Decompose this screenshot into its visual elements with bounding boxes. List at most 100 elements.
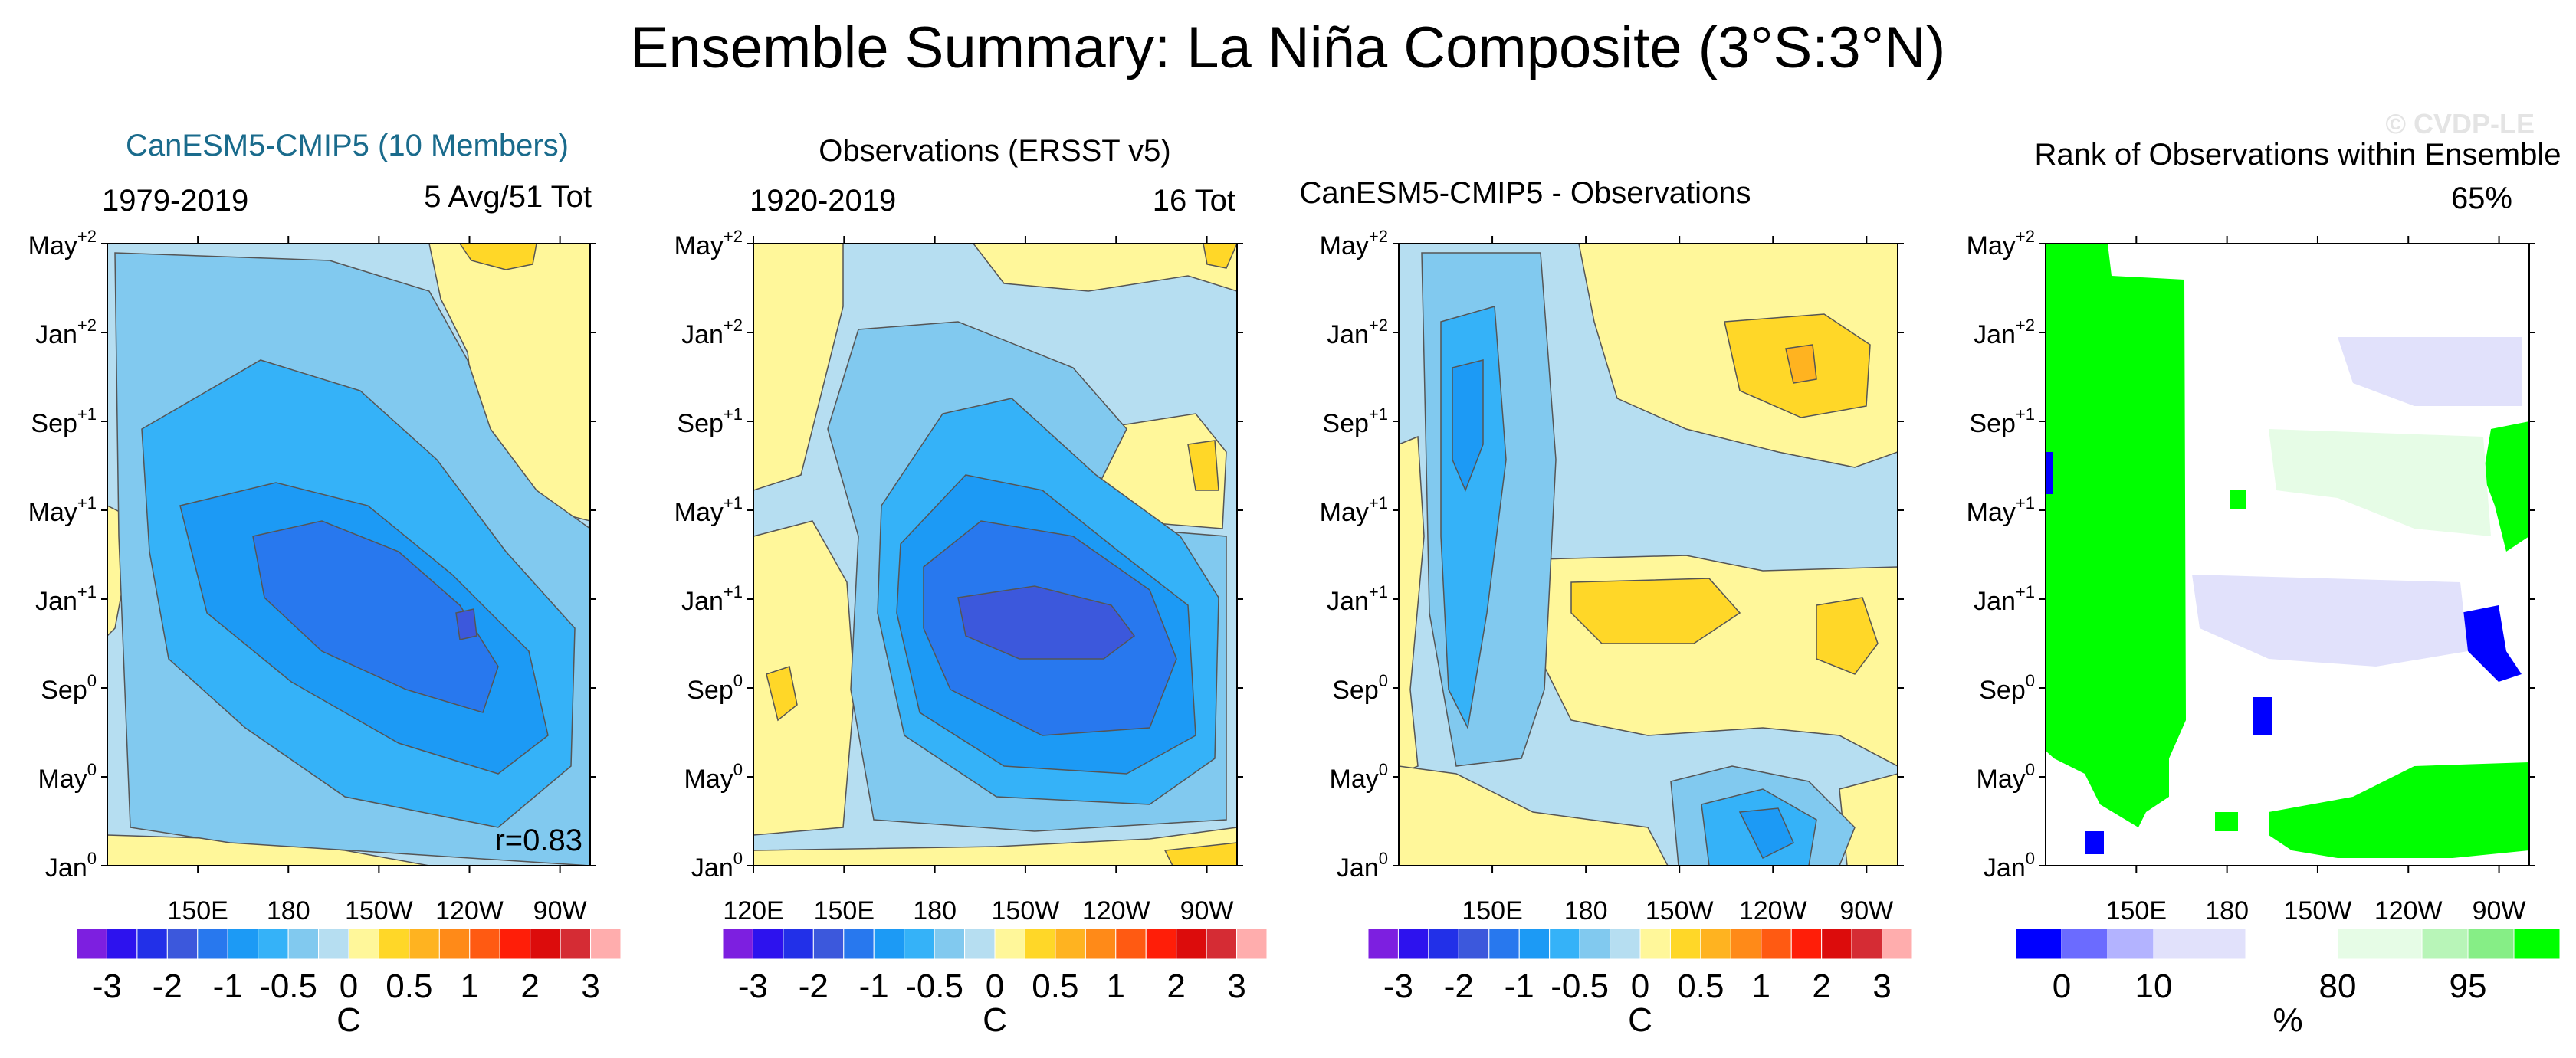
colorbar-swatch [499, 928, 531, 960]
colorbar-swatch [1549, 928, 1580, 960]
x-tick-label: 150W [992, 896, 1060, 925]
x-tick-label: 90W [1180, 896, 1234, 925]
colorbar-swatch [2337, 928, 2423, 960]
colorbar-swatch [1790, 928, 1823, 960]
colorbar-swatch [1639, 928, 1671, 960]
cold-strip-core [1452, 359, 1484, 493]
cold-level-4 [252, 520, 499, 713]
x-tick-label: 180 [2205, 896, 2249, 925]
colorbar-swatch [1610, 928, 1641, 960]
colorbar-swatch [106, 928, 138, 960]
panel-obs-frame [753, 243, 1238, 866]
colorbar-swatch [2421, 928, 2469, 960]
warm-bottom-left [1399, 765, 1669, 866]
x-tick-label: 120W [1739, 896, 1807, 925]
colorbar-label: 2 [1812, 968, 1830, 1005]
colorbar-swatch [2245, 928, 2338, 960]
colorbar-swatch [1115, 928, 1147, 960]
panel-axes: Jan0 May0 Sep0 Jan+1 May+1 Sep+1 Jan+2 May+2 150… [1967, 227, 2535, 925]
panel-obs-map [753, 244, 1237, 866]
colorbar-label: 3 [1227, 968, 1245, 1005]
colorbar-swatch [409, 928, 440, 960]
colorbar-swatch [1761, 928, 1792, 960]
colorbar-swatch [1085, 928, 1117, 960]
warm-mid-core-left [1570, 578, 1741, 644]
x-tick-label: 150E [1462, 896, 1522, 925]
panel-axes: Jan0 May0 Sep0 Jan+1 May+1 Sep+1 Jan+2 May+2 120… [674, 227, 1243, 925]
colorbar-unit: C [1628, 1001, 1652, 1039]
axes-layer: Jan0 May0 Sep0 Jan+1 May+1 Sep+1 Jan+2 May+2 150… [28, 227, 2535, 925]
warm-right-mid-core [1187, 440, 1219, 491]
x-tick-label: 90W [1839, 896, 1893, 925]
colorbar-label: -3 [738, 968, 768, 1005]
colorbar-swatch [1055, 928, 1086, 960]
x-tick-label: 180 [913, 896, 957, 925]
y-tick-label: Jan+2 [1327, 316, 1388, 349]
y-tick-label: May+1 [1967, 493, 2035, 527]
colorbar-label: -2 [799, 968, 829, 1005]
panel-model-years: 1979-2019 [102, 184, 248, 218]
y-tick-label: May+1 [1320, 493, 1388, 527]
colorbar-label: 0.5 [386, 968, 432, 1005]
colorbar-swatch [2015, 928, 2062, 960]
rank-highmid-right [2269, 429, 2491, 536]
colorbar-swatch [722, 928, 753, 960]
x-tick-label: 120W [435, 896, 504, 925]
colorbar-label: -2 [1444, 968, 1474, 1005]
x-tick-label: 90W [2473, 896, 2526, 925]
colorbar-swatch [1700, 928, 1731, 960]
rank-high-small2 [2230, 490, 2246, 509]
figure-title: Ensemble Summary: La Niña Composite (3°S… [630, 15, 1946, 80]
colorbar-swatch [1518, 928, 1551, 960]
colorbar-swatch [1579, 928, 1611, 960]
panel-rank-percent: 65% [2451, 182, 2512, 215]
x-tick-label: 150W [2284, 896, 2352, 925]
colorbar-swatch [2107, 928, 2154, 960]
colorbar-swatch [1176, 928, 1207, 960]
colorbar-swatch [2467, 928, 2515, 960]
y-tick-label: Jan0 [45, 849, 97, 883]
colorbar-swatch [2513, 928, 2561, 960]
colorbar-swatch [812, 928, 845, 960]
panel-axes: Jan0 May0 Sep0 Jan+1 May+1 Sep+1 Jan+2 May+2 150… [28, 227, 596, 925]
y-tick-label: May+2 [28, 227, 97, 260]
colorbar-label: 2 [1167, 968, 1185, 1005]
y-tick-label: Sep0 [41, 671, 97, 705]
y-tick-label: Sep0 [1979, 671, 2035, 705]
colorbar-label: 0 [340, 968, 358, 1005]
panel-model-title: CanESM5-CMIP5 (10 Members) [126, 129, 569, 162]
panel-diff-frame [1398, 243, 1898, 866]
y-tick-label: May+1 [674, 493, 743, 527]
y-tick-label: May+2 [1320, 227, 1388, 260]
panel-obs-title: Observations (ERSST v5) [819, 134, 1170, 168]
panel-diff: CanESM5-CMIP5 - Observations [1299, 176, 1898, 866]
panel-obs-count: 16 Tot [1153, 184, 1235, 218]
temp-colorbar: -3 -2 -1 -0.5 0 0.5 1 2 3 C [1367, 928, 1913, 1039]
rank-high-bottom [2269, 762, 2529, 858]
y-tick-label: Jan0 [691, 849, 743, 883]
cold-core [957, 585, 1136, 660]
panel-rank: Rank of Observations within Ensemble 65% [2035, 138, 2561, 866]
rank-high-left [2046, 244, 2186, 827]
colorbar-label: 1 [461, 968, 479, 1005]
colorbar-swatch [318, 928, 349, 960]
warm-top-right-core [1203, 244, 1237, 269]
x-tick-label: 90W [533, 896, 587, 925]
y-tick-label: Jan+1 [681, 582, 743, 616]
cold-core [455, 608, 477, 640]
rank-low-edge [2046, 452, 2053, 494]
colorbar-label: -0.5 [905, 968, 963, 1005]
y-tick-label: May0 [38, 760, 97, 794]
colorbar-label: -1 [1505, 968, 1534, 1005]
colorbar-swatch [934, 928, 966, 960]
colorbar-unit: % [2272, 1001, 2302, 1039]
watermark: © CVDP-LE [2385, 108, 2535, 139]
panel-model-map [107, 244, 590, 866]
colorbar-swatch [873, 928, 905, 960]
panel-diff-map [1399, 244, 1898, 866]
colorbar-swatch [1821, 928, 1852, 960]
colorbar-swatch [287, 928, 320, 960]
rank-low-bottom [2085, 831, 2104, 854]
colorbar-swatch [136, 928, 168, 960]
colorbar-swatch [1851, 928, 1883, 960]
